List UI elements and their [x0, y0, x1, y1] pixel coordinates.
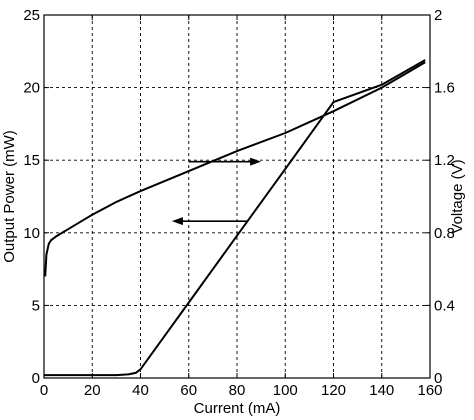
y2-tick-label: 2 [434, 7, 442, 24]
y-tick-label: 15 [23, 152, 40, 169]
x-tick-label: 160 [417, 382, 442, 399]
annotation-arrowhead-right [250, 157, 262, 166]
x-tick-label: 60 [180, 382, 197, 399]
grid [44, 15, 430, 378]
x-tick-label: 100 [273, 382, 298, 399]
tick-labels: 0 20 40 60 80 100 120 140 160051015202500.40.81.… [23, 7, 455, 399]
voltage-line [44, 61, 426, 277]
x-tick-label: 0 [40, 382, 48, 399]
y2-tick-label: 0.4 [434, 297, 455, 314]
x-tick-label: 40 [132, 382, 149, 399]
y-tick-label: 0 [32, 370, 40, 387]
plot-frame [43, 14, 431, 379]
series-layer [44, 59, 426, 377]
y2-axis-title: Voltage (V) [449, 159, 466, 233]
x-tick-label: 120 [321, 382, 346, 399]
y-tick-label: 25 [23, 7, 40, 24]
y-tick-label: 20 [23, 80, 40, 97]
y2-tick-label: 0 [434, 370, 442, 387]
y2-tick-label: 0.8 [434, 225, 455, 242]
x-tick-label: 80 [229, 382, 246, 399]
annotations [171, 157, 262, 226]
y-axis-title: Output Power (mW) [1, 130, 18, 263]
y-tick-label: 10 [23, 225, 40, 242]
x-axis-title: Current (mA) [194, 400, 281, 417]
annotation-arrowhead-left [171, 217, 183, 226]
x-tick-label: 140 [369, 382, 394, 399]
y-tick-label: 5 [32, 297, 40, 314]
output-power-line [44, 59, 426, 377]
x-tick-label: 20 [84, 382, 101, 399]
y2-tick-label: 1.2 [434, 152, 455, 169]
y2-tick-label: 1.6 [434, 80, 455, 97]
